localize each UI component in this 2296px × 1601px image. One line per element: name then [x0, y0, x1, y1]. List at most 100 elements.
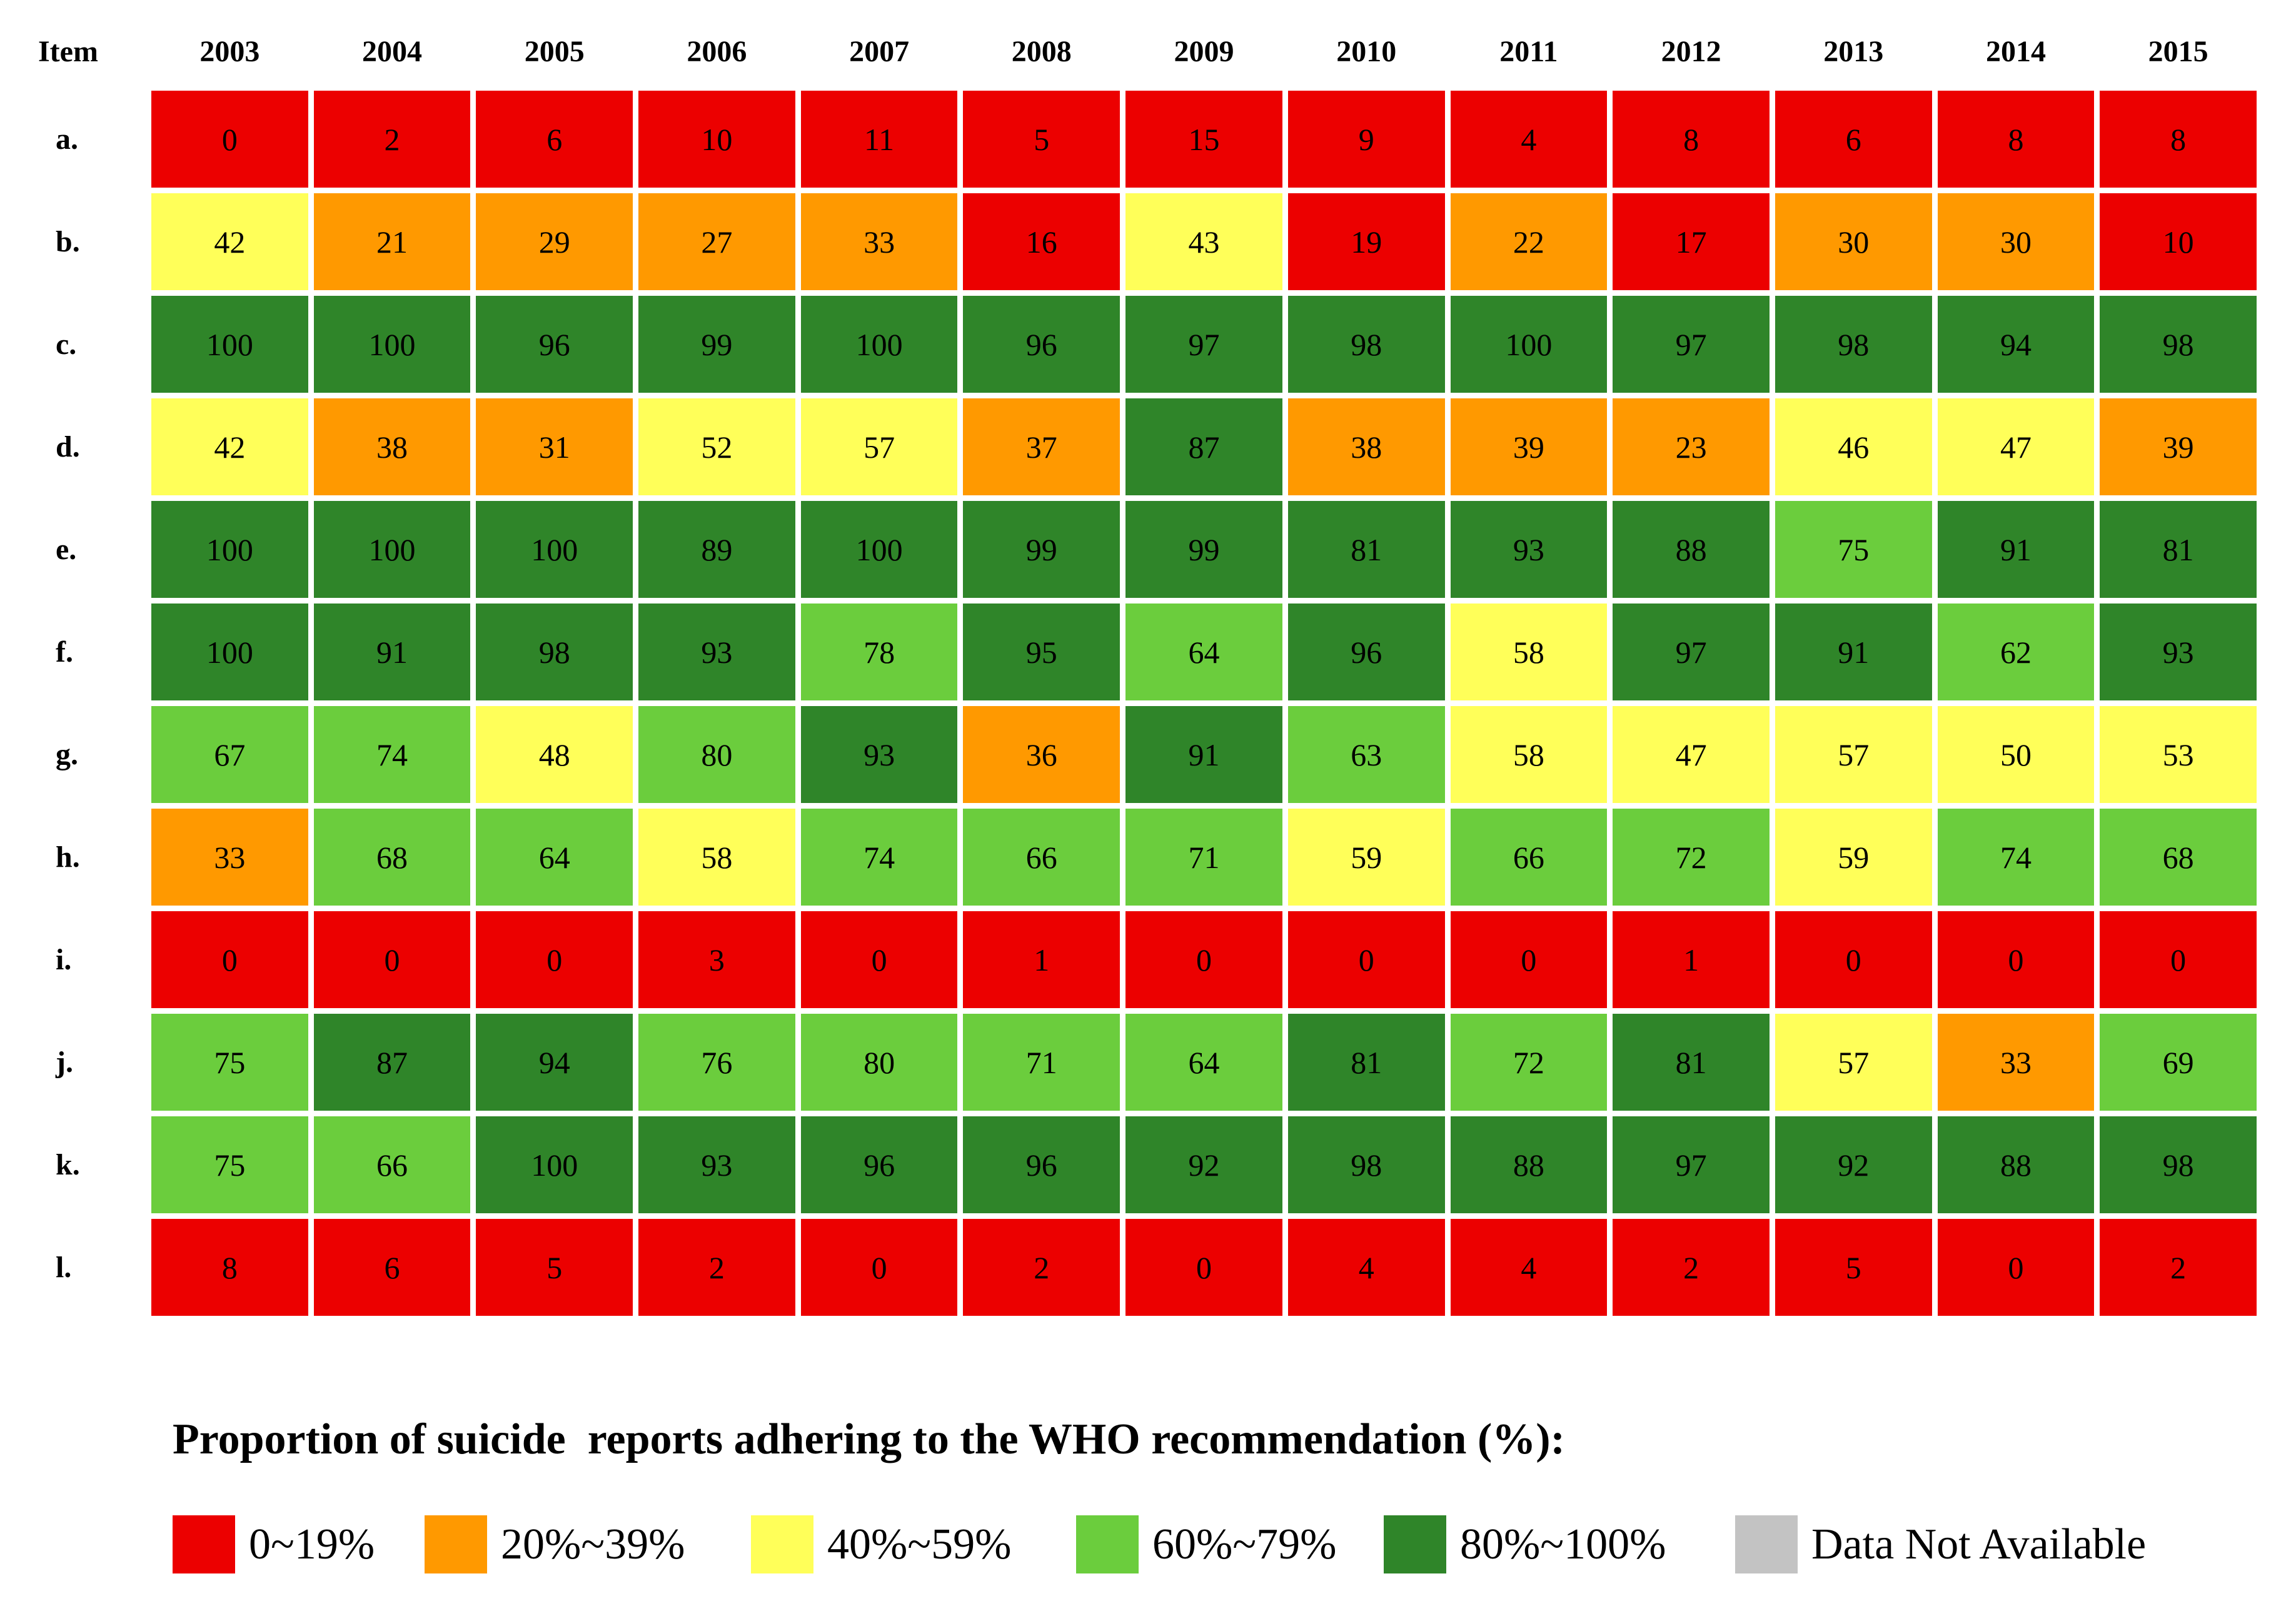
heatmap-cell: 100	[800, 296, 958, 393]
legend-label: Data Not Available	[1811, 1520, 2147, 1568]
legend-label: 60%~79%	[1152, 1520, 1337, 1568]
heatmap-cell: 74	[313, 706, 471, 803]
heatmap-cell: 93	[638, 604, 795, 700]
heatmap-cell: 0	[1937, 1219, 2095, 1316]
heatmap-cell: 0	[1125, 911, 1282, 1008]
heatmap-cell: 96	[800, 1116, 958, 1213]
heatmap-cell: 66	[1450, 809, 1608, 906]
heatmap-cell: 57	[800, 398, 958, 495]
heatmap-cell: 93	[1450, 501, 1608, 598]
column-header-year: 2006	[687, 34, 747, 68]
column-header-year: 2013	[1823, 34, 1884, 68]
heatmap-cell: 58	[1450, 604, 1608, 700]
heatmap-cell: 66	[963, 809, 1120, 906]
legend-item: 80%~100%	[1384, 1515, 1666, 1573]
heatmap-cell: 2	[313, 91, 471, 188]
legend-item: 60%~79%	[1076, 1515, 1337, 1573]
heatmap-cell: 2	[1613, 1219, 1770, 1316]
heatmap-cell: 100	[151, 604, 308, 700]
heatmap-cell: 4	[1287, 1219, 1445, 1316]
heatmap-cell: 15	[1125, 91, 1282, 188]
heatmap-cell: 5	[476, 1219, 633, 1316]
row-label: h.	[56, 841, 80, 874]
heatmap-cell: 81	[1613, 1014, 1770, 1111]
heatmap-cell: 57	[1775, 1014, 1932, 1111]
heatmap-cell: 30	[1775, 193, 1932, 290]
heatmap-cell: 43	[1125, 193, 1282, 290]
heatmap-cell: 1	[963, 911, 1120, 1008]
column-header-year: 2010	[1336, 34, 1397, 68]
legend-swatch	[751, 1515, 813, 1573]
column-header-year: 2003	[199, 34, 260, 68]
heatmap-cell: 81	[1287, 501, 1445, 598]
heatmap-cell: 58	[638, 809, 795, 906]
heatmap-cell: 0	[1125, 1219, 1282, 1316]
heatmap-cell: 0	[151, 91, 308, 188]
row-label: i.	[56, 943, 72, 976]
heatmap-cell: 29	[476, 193, 633, 290]
heatmap-cell: 19	[1287, 193, 1445, 290]
heatmap-cell: 38	[1287, 398, 1445, 495]
heatmap-cell: 2	[963, 1219, 1120, 1316]
legend-label: 20%~39%	[501, 1520, 685, 1568]
column-header-year: 2005	[524, 34, 585, 68]
legend-swatch	[1384, 1515, 1446, 1573]
heatmap-cell: 52	[638, 398, 795, 495]
column-header-year: 2004	[362, 34, 423, 68]
heatmap-cell: 98	[1287, 296, 1445, 393]
heatmap-cell: 100	[151, 296, 308, 393]
heatmap-cell: 27	[638, 193, 795, 290]
column-header-year: 2014	[1985, 34, 2046, 68]
heatmap-cell: 96	[476, 296, 633, 393]
heatmap-cell: 5	[1775, 1219, 1932, 1316]
heatmap-cell: 64	[1125, 604, 1282, 700]
heatmap-cell: 91	[1937, 501, 2095, 598]
heatmap-cell: 30	[1937, 193, 2095, 290]
row-label: b.	[56, 225, 80, 258]
heatmap-cell: 0	[2100, 911, 2257, 1008]
heatmap-cell: 88	[1937, 1116, 2095, 1213]
heatmap-cell: 0	[1287, 911, 1445, 1008]
heatmap-cell: 100	[476, 501, 633, 598]
legend-label: 80%~100%	[1460, 1520, 1666, 1568]
heatmap-cell: 89	[638, 501, 795, 598]
heatmap-cell: 46	[1775, 398, 1932, 495]
heatmap-cell: 22	[1450, 193, 1608, 290]
heatmap-cell: 0	[1450, 911, 1608, 1008]
row-label: j.	[56, 1046, 73, 1079]
heatmap-cell: 6	[313, 1219, 471, 1316]
heatmap-cell: 0	[476, 911, 633, 1008]
heatmap-cell: 100	[476, 1116, 633, 1213]
heatmap-cell: 100	[313, 501, 471, 598]
legend-item: 0~19%	[173, 1515, 375, 1573]
column-header-year: 2015	[2148, 34, 2208, 68]
heatmap-cell: 53	[2100, 706, 2257, 803]
heatmap-cell: 96	[963, 1116, 1120, 1213]
legend-label: 40%~59%	[827, 1520, 1012, 1568]
heatmap-cell: 59	[1775, 809, 1932, 906]
legend-swatch	[173, 1515, 235, 1573]
heatmap-cell: 1	[1613, 911, 1770, 1008]
heatmap-cell: 23	[1613, 398, 1770, 495]
heatmap-cell: 2	[638, 1219, 795, 1316]
row-label: e.	[56, 533, 77, 566]
heatmap-cell: 74	[1937, 809, 2095, 906]
heatmap-cell: 97	[1613, 1116, 1770, 1213]
column-header-year: 2012	[1661, 34, 1721, 68]
heatmap-cell: 100	[800, 501, 958, 598]
heatmap-cell: 42	[151, 398, 308, 495]
heatmap-cell: 21	[313, 193, 471, 290]
heatmap-cell: 91	[1775, 604, 1932, 700]
heatmap-cell: 62	[1937, 604, 2095, 700]
heatmap-cell: 66	[313, 1116, 471, 1213]
heatmap-cell: 100	[151, 501, 308, 598]
heatmap-cell: 0	[800, 911, 958, 1008]
heatmap-cell: 98	[476, 604, 633, 700]
legend-title: Proportion of suicide reports adhering t…	[173, 1415, 1565, 1463]
heatmap-cell: 72	[1613, 809, 1770, 906]
column-header-year: 2009	[1174, 34, 1234, 68]
legend-item: Data Not Available	[1735, 1515, 2146, 1573]
heatmap-cell: 17	[1613, 193, 1770, 290]
row-label: g.	[56, 738, 78, 771]
